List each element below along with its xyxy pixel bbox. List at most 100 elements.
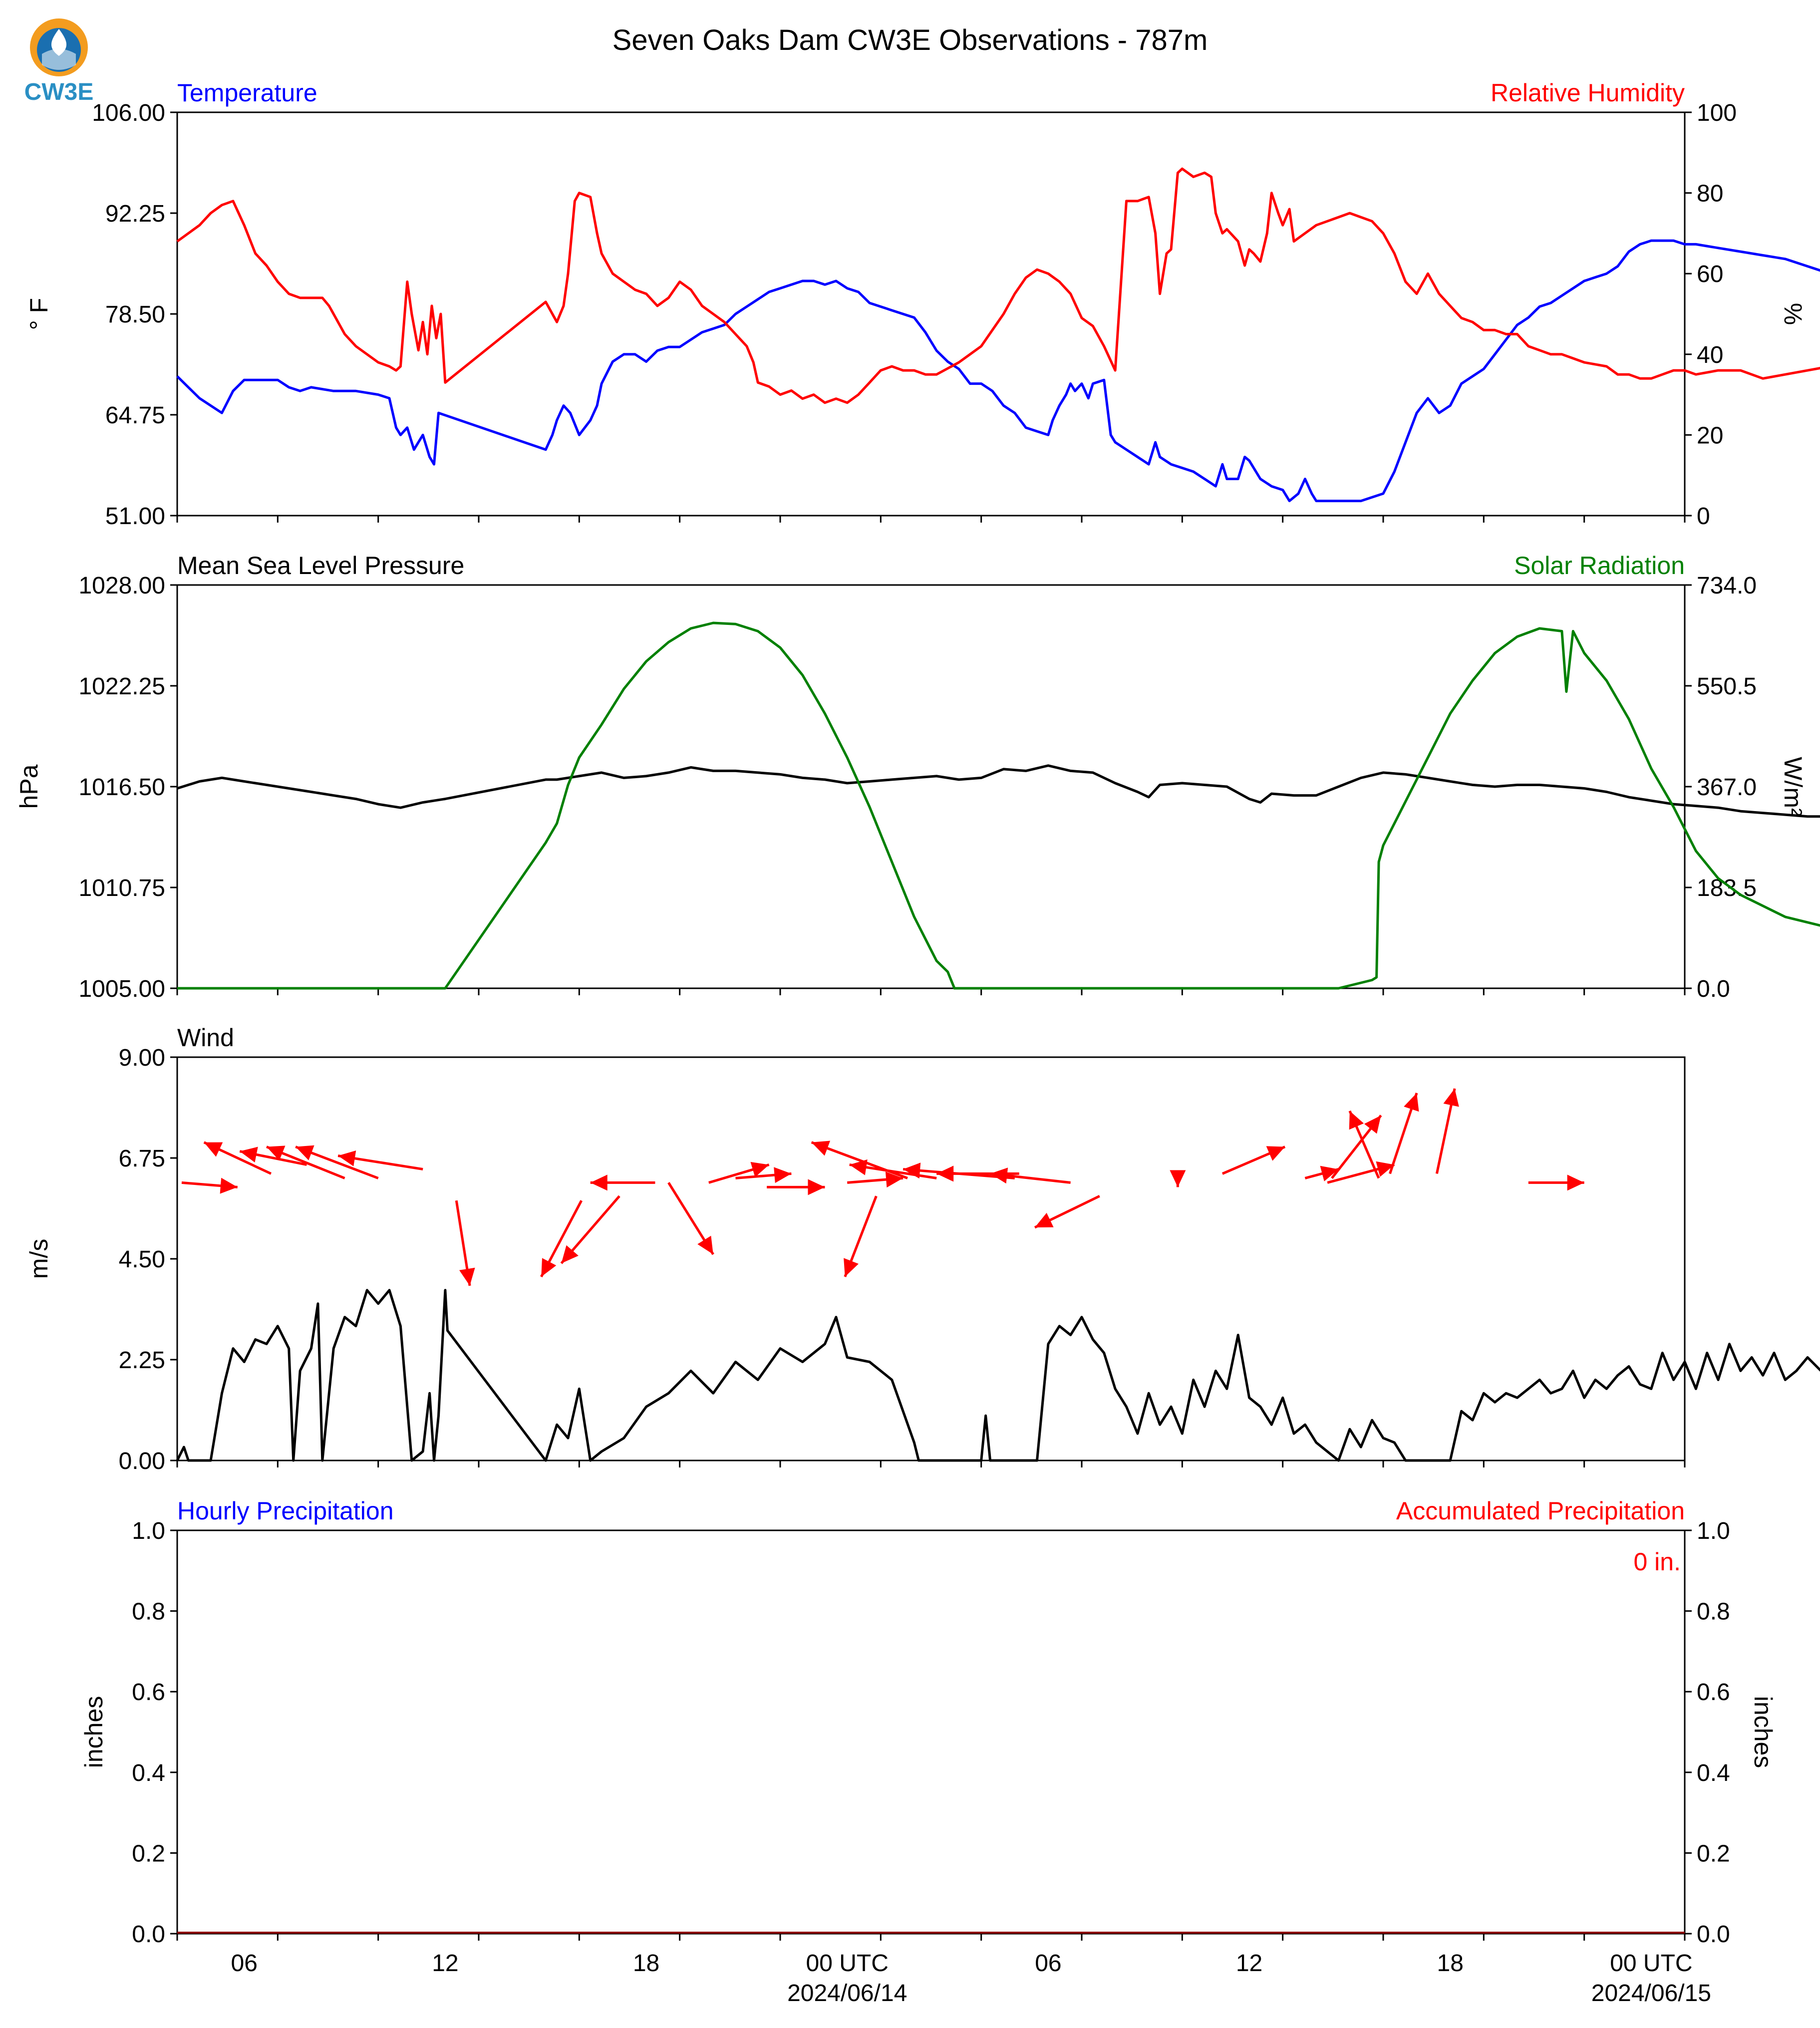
y-tick-label-right: 1.0: [1697, 1518, 1730, 1544]
y-tick-label-right: 0.0: [1697, 1921, 1730, 1948]
accumulated-total-label: 0 in.: [1633, 1548, 1681, 1576]
cw3e-logo-text: CW3E: [24, 79, 94, 105]
wind-arrow: [1304, 1165, 1339, 1181]
panel-4: Hourly Precipitation Accumulated Precipit…: [80, 1497, 1777, 1948]
wind-arrow-head: [936, 1165, 954, 1182]
wind-arrow-head: [697, 1235, 713, 1255]
wind-arrow-head: [811, 1141, 831, 1156]
series-line-2: [177, 621, 1820, 990]
y-tick-label-left: 0.2: [132, 1840, 165, 1867]
series-line-2: [176, 167, 1820, 404]
y-tick-label-left: 9.00: [119, 1045, 165, 1071]
y-tick-label-left: 1.0: [132, 1518, 165, 1544]
y-tick-label-left: 0.8: [132, 1599, 165, 1625]
wind-arrow: [1528, 1174, 1584, 1191]
y-axis-label-right: W/m²: [1779, 757, 1807, 816]
y-tick-label-right: 367.0: [1697, 774, 1757, 801]
y-tick-label-left: 0.4: [132, 1760, 165, 1786]
y-tick-label-left: 0.0: [132, 1921, 165, 1948]
wind-arrow-head: [296, 1145, 314, 1160]
wind-arrow: [1327, 1161, 1395, 1184]
x-tick-label: 12: [432, 1950, 458, 1977]
wind-arrow-head: [903, 1162, 921, 1179]
wind-arrow: [1348, 1110, 1380, 1179]
y-tick-label-left: 106.00: [92, 100, 165, 126]
panel-title-left: Temperature: [177, 79, 317, 107]
wind-arrow-head: [844, 1258, 859, 1277]
wind-arrow-head: [1567, 1174, 1584, 1191]
plot-frame: [176, 1529, 1686, 1935]
wind-arrow: [181, 1177, 238, 1194]
wind-arrow: [1221, 1146, 1286, 1175]
y-tick-label-left: 1022.25: [78, 673, 165, 700]
wind-arrow-head: [590, 1174, 607, 1191]
wind-arrow: [455, 1200, 475, 1286]
wind-arrow-head: [561, 1245, 579, 1263]
wind-arrow-head: [849, 1159, 868, 1175]
wind-arrow: [735, 1167, 792, 1183]
wind-arrow: [708, 1161, 770, 1184]
wind-arrow: [590, 1174, 655, 1191]
y-tick-label-left: 0.6: [132, 1679, 165, 1706]
wind-arrow-head: [1320, 1165, 1339, 1181]
wind-arrow-head: [1035, 1212, 1054, 1228]
y-tick-label-right: 60: [1697, 261, 1723, 288]
y-tick-label-right: 0.6: [1697, 1679, 1730, 1706]
x-date-label: 2024/06/14: [787, 1980, 907, 2007]
wind-arrow: [844, 1195, 878, 1277]
series-line-1: [176, 239, 1820, 503]
y-axis-label-left: inches: [80, 1696, 108, 1768]
y-tick-label-right: 0.4: [1697, 1760, 1730, 1786]
y-axis-label-left: hPa: [15, 764, 43, 809]
series-line-1: [176, 1289, 1820, 1462]
wind-arrow: [1435, 1088, 1459, 1174]
panel-1: Temperature Relative Humidity 106.00 92.25 7…: [25, 79, 1820, 530]
panel-title-left: Mean Sea Level Pressure: [177, 552, 464, 579]
wind-arrow-head: [1364, 1115, 1381, 1134]
x-tick-label: 18: [633, 1950, 659, 1977]
wind-arrow: [667, 1182, 714, 1255]
panel-title-left: Hourly Precipitation: [177, 1497, 394, 1525]
wind-arrow: [337, 1151, 423, 1170]
wind-arrow-head: [808, 1179, 825, 1195]
wind-arrow-head: [1170, 1170, 1186, 1187]
wind-arrow: [1170, 1170, 1186, 1187]
y-tick-label-right: 0: [1697, 503, 1710, 530]
y-axis-label-left: ° F: [25, 298, 53, 330]
wind-arrow: [540, 1200, 583, 1278]
wind-arrow-head: [220, 1177, 238, 1194]
wind-arrow-head: [240, 1147, 258, 1162]
y-axis-label-right: %: [1779, 303, 1807, 325]
y-tick-label-right: 100: [1697, 100, 1737, 126]
y-tick-label-right: 734.0: [1697, 573, 1757, 599]
x-tick-label: 06: [231, 1950, 258, 1977]
y-tick-label-right: 20: [1697, 422, 1723, 449]
y-tick-label-left: 6.75: [119, 1146, 165, 1172]
y-tick-label-left: 0.00: [119, 1448, 165, 1474]
y-tick-label-right: 40: [1697, 342, 1723, 368]
y-tick-label-left: 2.25: [119, 1347, 165, 1374]
wind-arrow-head: [1376, 1161, 1395, 1177]
y-tick-label-right: 550.5: [1697, 673, 1757, 700]
panel-title-right: Relative Humidity: [1491, 79, 1685, 107]
wind-arrow: [1331, 1115, 1382, 1179]
wind-arrow-head: [990, 1167, 1008, 1184]
wind-arrow-head: [885, 1171, 904, 1188]
wind-arrow-head: [338, 1151, 356, 1166]
y-axis-label-left: m/s: [25, 1239, 53, 1279]
wind-arrow-head: [459, 1267, 475, 1286]
wind-arrow: [203, 1141, 272, 1175]
x-tick-label: 18: [1437, 1950, 1464, 1977]
wind-arrow: [847, 1171, 904, 1188]
wind-arrow: [295, 1145, 379, 1179]
wind-arrow-head: [1349, 1111, 1364, 1130]
y-tick-label-right: 0.8: [1697, 1599, 1730, 1625]
y-tick-label-left: 64.75: [105, 402, 165, 429]
y-tick-label-right: 0.0: [1697, 976, 1730, 1002]
x-date-label: 2024/06/15: [1591, 1980, 1711, 2007]
y-tick-label-left: 78.50: [105, 301, 165, 328]
wind-arrow-head: [750, 1161, 769, 1177]
figure-title: Seven Oaks Dam CW3E Observations - 787m: [612, 24, 1208, 56]
plot-frame: [176, 584, 1686, 989]
